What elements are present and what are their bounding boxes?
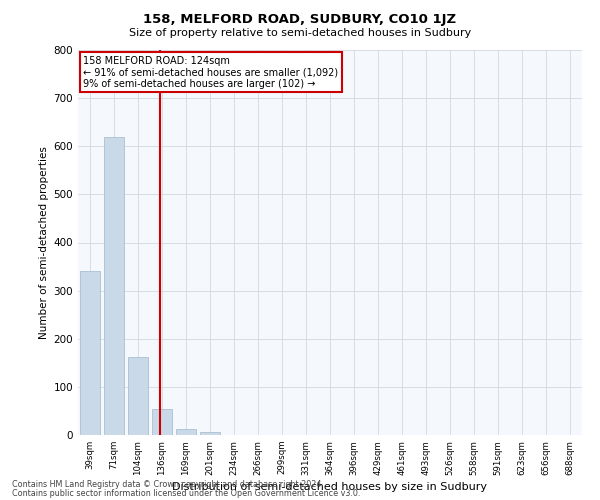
Text: 158 MELFORD ROAD: 124sqm
← 91% of semi-detached houses are smaller (1,092)
9% of: 158 MELFORD ROAD: 124sqm ← 91% of semi-d…	[83, 56, 338, 89]
Text: Contains public sector information licensed under the Open Government Licence v3: Contains public sector information licen…	[12, 488, 361, 498]
X-axis label: Distribution of semi-detached houses by size in Sudbury: Distribution of semi-detached houses by …	[173, 482, 487, 492]
Y-axis label: Number of semi-detached properties: Number of semi-detached properties	[40, 146, 49, 339]
Bar	[80, 272, 100, 435]
Text: Contains HM Land Registry data © Crown copyright and database right 2024.: Contains HM Land Registry data © Crown c…	[12, 480, 324, 489]
Bar	[104, 136, 124, 435]
Bar	[200, 432, 220, 435]
Text: 158, MELFORD ROAD, SUDBURY, CO10 1JZ: 158, MELFORD ROAD, SUDBURY, CO10 1JZ	[143, 12, 457, 26]
Text: Size of property relative to semi-detached houses in Sudbury: Size of property relative to semi-detach…	[129, 28, 471, 38]
Bar	[152, 408, 172, 435]
Bar	[128, 357, 148, 435]
Bar	[176, 428, 196, 435]
